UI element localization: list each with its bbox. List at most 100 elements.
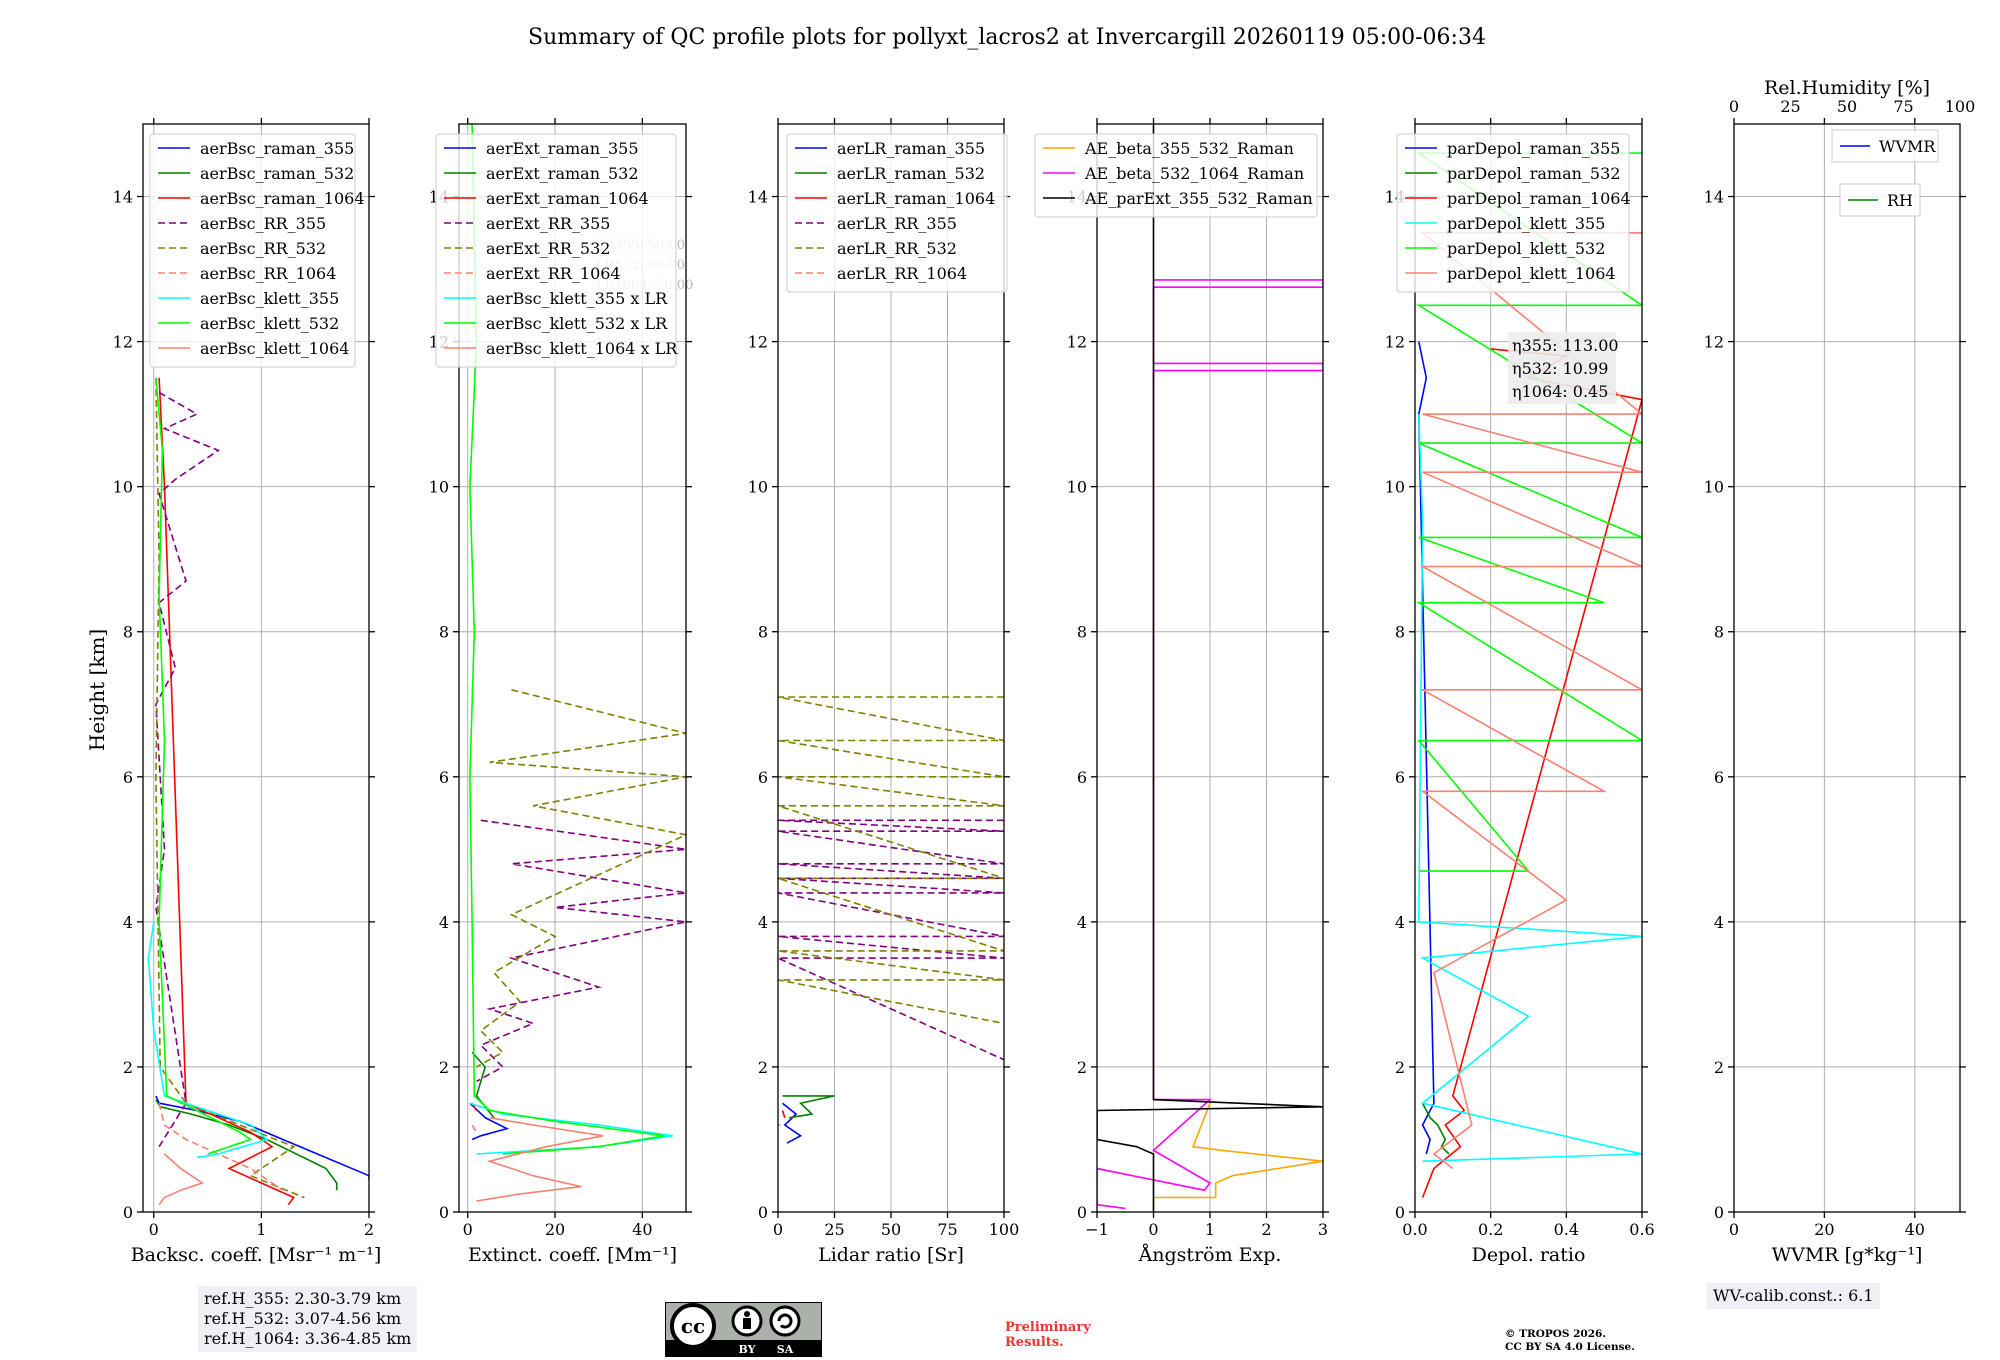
y-tick-label: 4: [439, 913, 449, 932]
series-aerExt_RR_355: [476, 819, 686, 1083]
series-aerLR_RR_532: [778, 696, 1004, 1025]
legend-label: aerLR_RR_532: [837, 239, 957, 258]
legend-label: aerBsc_klett_532: [200, 314, 339, 333]
y-tick-label: 10: [429, 478, 449, 497]
y-tick-label: 0: [1077, 1203, 1087, 1222]
y-tick-label: 12: [1067, 333, 1087, 352]
figure-title: Summary of QC profile plots for pollyxt_…: [528, 25, 1486, 50]
legend-label: aerBsc_raman_532: [200, 164, 354, 183]
legend-wvmr: WVMR: [1831, 129, 1939, 163]
eta-label: η532: 10.99: [1512, 359, 1608, 378]
legend-label: aerExt_RR_532: [486, 239, 610, 258]
series-aerLR_raman_532: [782, 1095, 835, 1119]
legend-frame: [435, 133, 677, 368]
wv-calib-const: WV-calib.const.: 6.1: [1713, 1286, 1874, 1305]
y-tick-label: 8: [1714, 623, 1724, 642]
cc-by-sa-badge: cc BY SA: [665, 1302, 822, 1357]
x-tick-label: 1: [256, 1220, 266, 1239]
y-tick-label: 6: [439, 768, 449, 787]
series-aerExt_raman_355: [469, 1102, 510, 1141]
sa-icon: [769, 1305, 801, 1337]
y-tick-label: 6: [1395, 768, 1405, 787]
series-group: [1415, 152, 1642, 1198]
legend-label: aerExt_RR_1064: [486, 264, 621, 283]
y-tick-label: 6: [758, 768, 768, 787]
preliminary-results-note: Preliminary Results.: [1005, 1320, 1125, 1350]
top-axis-label: Rel.Humidity [%]: [1764, 77, 1930, 99]
x-tick-label: 0.6: [1629, 1220, 1654, 1239]
series-group: [147, 377, 369, 1206]
series-AE_parExt_355_532_Raman: [1097, 124, 1323, 1212]
x-tick-label: 25: [824, 1220, 844, 1239]
legend-label: aerBsc_raman_1064: [200, 189, 365, 208]
copyright-line-2: CC BY SA 4.0 License.: [1505, 1341, 1635, 1353]
x-tick-label: 3: [1318, 1220, 1328, 1239]
top-tick-label: 25: [1780, 97, 1800, 116]
y-tick-label: 8: [1395, 623, 1405, 642]
x-tick-label: 0: [773, 1220, 783, 1239]
legend-label: aerLR_RR_1064: [837, 264, 967, 283]
y-tick-label: 2: [1395, 1058, 1405, 1077]
y-tick-label: 10: [748, 478, 768, 497]
legend-frame: [1831, 129, 1939, 163]
legend-label: aerLR_raman_532: [837, 164, 985, 183]
series-aerBsc_klett_532: [155, 377, 253, 1155]
y-tick-label: 4: [758, 913, 768, 932]
legend-label: RH: [1887, 191, 1913, 210]
reference-heights-box: ref.H_355: 2.30-3.79 km ref.H_532: 3.07-…: [198, 1286, 418, 1352]
legend-label: AE_beta_532_1064_Raman: [1084, 164, 1304, 183]
series-parDepol_klett_355: [1417, 414, 1642, 1162]
y-tick-label: 10: [1704, 478, 1724, 497]
y-tick-label: 10: [1067, 478, 1087, 497]
eta-box: η355: 113.00 η532: 10.99 η1064: 0.45: [1508, 332, 1619, 404]
y-tick-label: 4: [123, 913, 133, 932]
y-tick-label: 6: [123, 768, 133, 787]
x-tick-label: 100: [989, 1220, 1020, 1239]
axes-frame: [142, 123, 370, 1213]
series-aerBsc_klett_355: [147, 921, 269, 1159]
legend-frame: [1034, 133, 1318, 218]
y-tick-label: 8: [439, 623, 449, 642]
top-tick-label: 75: [1893, 97, 1913, 116]
legend-label: AE_parExt_355_532_Raman: [1084, 189, 1313, 208]
x-tick-label: −1: [1085, 1220, 1109, 1239]
series-group: [469, 124, 686, 1202]
legend-frame: [149, 133, 356, 368]
x-axis-label: Backsc. coeff. [Msr⁻¹ m⁻¹]: [131, 1244, 382, 1266]
x-tick-label: 0.2: [1478, 1220, 1503, 1239]
cc-text: cc: [681, 1314, 705, 1338]
series-aerBsc_RR_532: [155, 377, 305, 1199]
legend-label: aerBsc_klett_532 x LR: [486, 314, 668, 333]
x-tick-label: 75: [937, 1220, 957, 1239]
legend-label: aerBsc_klett_1064 x LR: [486, 339, 678, 358]
series-group: [1097, 124, 1323, 1212]
preliminary-line-1: Preliminary: [1005, 1320, 1091, 1335]
x-tick-label: 2: [364, 1220, 374, 1239]
series-aerBsc_klett_1064 x LR: [476, 1116, 604, 1202]
ref-height-532: ref.H_532: 3.07-4.56 km: [204, 1309, 402, 1328]
legend-label: aerLR_RR_355: [837, 214, 957, 233]
x-axis-label: Ångström Exp.: [1138, 1244, 1282, 1266]
y-tick-label: 8: [123, 623, 133, 642]
eta-frame: [1508, 332, 1616, 404]
y-tick-label: 0: [758, 1203, 768, 1222]
x-axis-label: Lidar ratio [Sr]: [818, 1244, 964, 1266]
legend-label: aerExt_raman_355: [486, 139, 639, 158]
legend-bsc: aerBsc_raman_355 aerBsc_raman_532 aerBsc_r…: [149, 133, 365, 368]
y-tick-label: 10: [113, 478, 133, 497]
x-axis-label: Depol. ratio: [1472, 1244, 1586, 1266]
series-aerBsc_RR_1064: [158, 1103, 284, 1191]
series-aerBsc_klett_1064: [158, 1153, 204, 1206]
y-tick-label: 14: [748, 188, 768, 207]
series-group: [778, 696, 1004, 1144]
ref-height-355: ref.H_355: 2.30-3.79 km: [204, 1289, 402, 1308]
legend-lr: aerLR_raman_355 aerLR_raman_532 aerLR_rama…: [786, 133, 1008, 293]
x-tick-label: 0.0: [1402, 1220, 1427, 1239]
legend-depol: parDepol_raman_355 parDepol_raman_532 parD…: [1396, 133, 1631, 293]
y-tick-label: 4: [1395, 913, 1405, 932]
x-tick-label: 0: [463, 1220, 473, 1239]
legend-label: WVMR: [1879, 137, 1936, 156]
legend-label: aerBsc_RR_532: [200, 239, 326, 258]
x-tick-label: 20: [1814, 1220, 1834, 1239]
